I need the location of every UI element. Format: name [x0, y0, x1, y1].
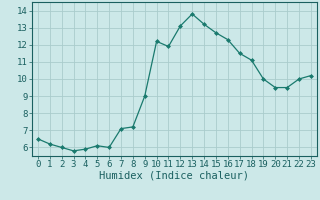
X-axis label: Humidex (Indice chaleur): Humidex (Indice chaleur): [100, 171, 249, 181]
